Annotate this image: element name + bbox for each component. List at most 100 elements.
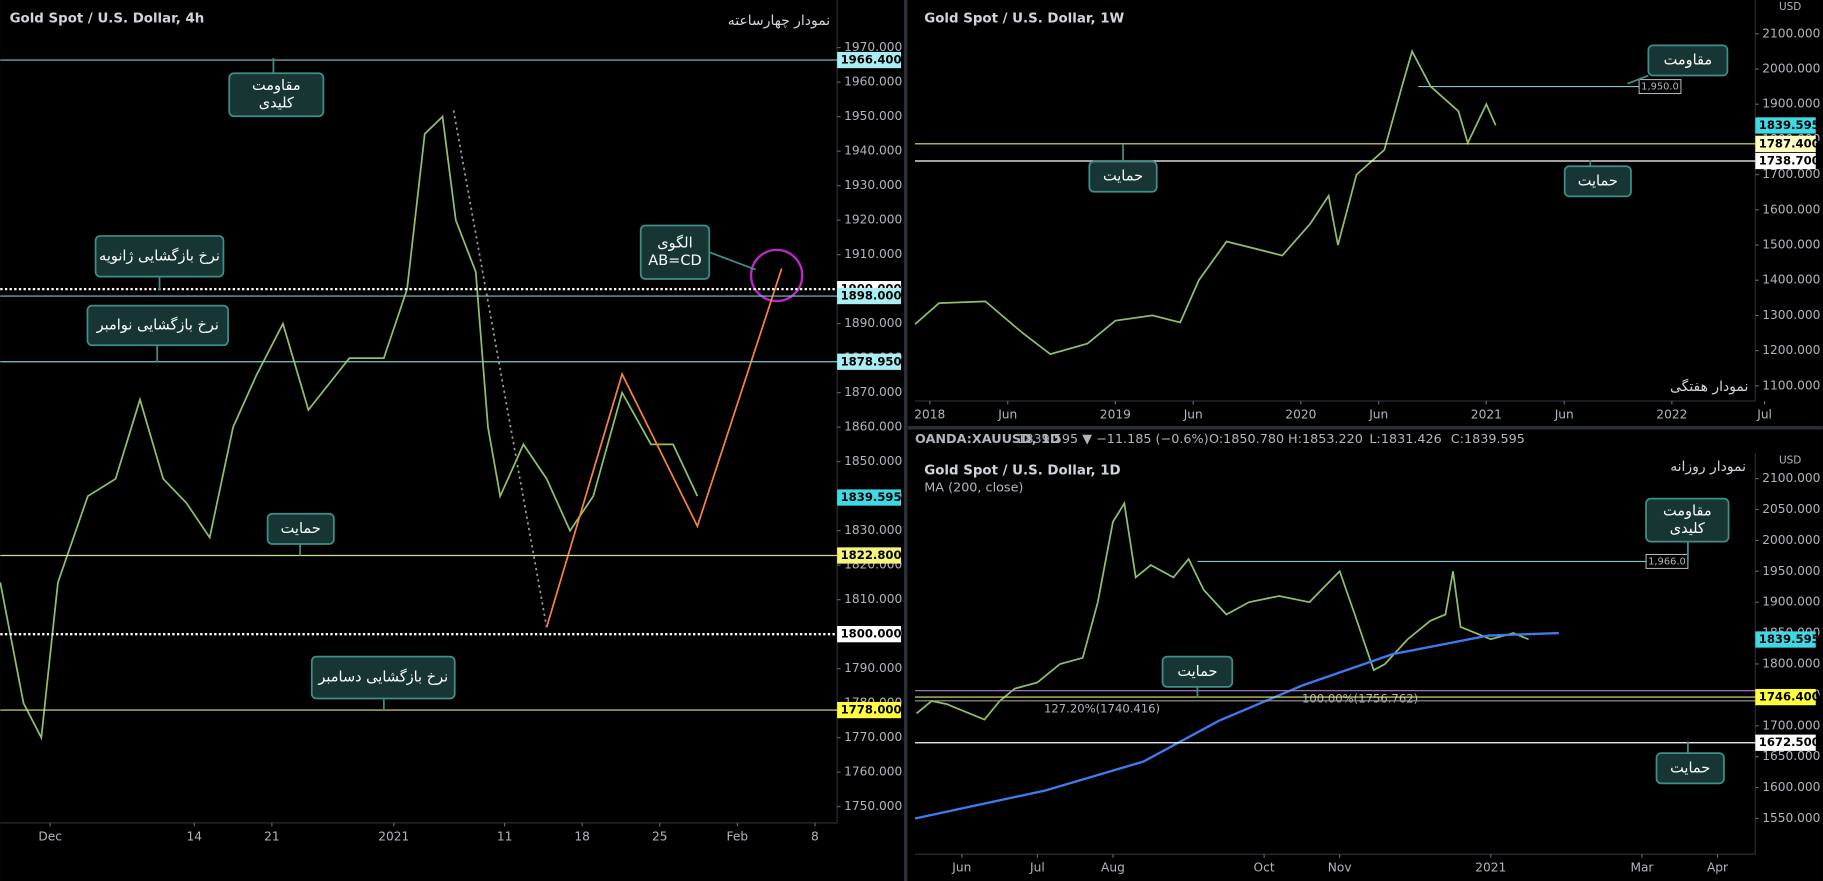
price-badge — [1755, 135, 1816, 152]
y-tick-label: 1770.000 — [844, 730, 902, 744]
callout-text: مقاومت — [252, 78, 301, 94]
y-tick-label: 1750.000 — [844, 799, 902, 813]
x-tick-label: 14 — [186, 829, 202, 843]
callout-box — [86, 304, 229, 347]
x-tick-label: Jun — [1183, 407, 1203, 421]
pattern-circle — [749, 248, 804, 303]
callout-text: الگوی — [657, 234, 692, 251]
y-tick-label: 1870.000 — [844, 385, 902, 399]
callout-box — [1647, 44, 1729, 77]
y-tick-label: 1850.000 — [844, 454, 902, 468]
callout-pointer — [708, 251, 757, 271]
callout-box — [1088, 160, 1158, 193]
y-tick-label: 1300.000 — [1762, 308, 1820, 322]
y-tick-label: 1200.000 — [1762, 343, 1820, 357]
legend-label: MA (200, close) — [924, 481, 1023, 496]
callout-box — [228, 72, 325, 118]
callout-box — [266, 512, 335, 545]
fib-label: 100.00%(1756.762) — [1302, 691, 1418, 705]
price-badge — [1755, 117, 1816, 134]
callout-text: مقاومت — [1664, 52, 1713, 68]
price-badge — [837, 51, 902, 69]
price-line — [452, 110, 548, 628]
y-tick-label: 2050.000 — [1762, 502, 1820, 516]
chart-title: Gold Spot / U.S. Dollar, 1W — [924, 12, 1124, 27]
callout-box — [1655, 752, 1725, 785]
y-tick-label: 1940.000 — [844, 144, 902, 158]
chart-title: Gold Spot / U.S. Dollar, 1D — [924, 464, 1120, 479]
price-badge-label: 1839.595 — [841, 490, 902, 504]
callout-text: نرخ بازگشایی نوامبر — [96, 316, 219, 333]
level-label: 1,950.0 — [1641, 82, 1679, 93]
callout-text: حمایت — [1578, 173, 1618, 189]
x-tick-label: 2020 — [1285, 407, 1316, 421]
y-tick-label: 1600.000 — [1762, 780, 1820, 794]
y-tick-label: 1900.000 — [1762, 97, 1820, 111]
y-tick-label: 1550.000 — [1762, 811, 1820, 825]
callout-text: حمایت — [1670, 760, 1710, 776]
y-tick-label: 1100.000 — [1762, 378, 1820, 392]
x-tick-label: Apr — [1707, 861, 1729, 875]
axis-unit: USD — [1779, 454, 1801, 466]
callout-text: AB=CD — [648, 253, 701, 269]
y-tick-label: 1500.000 — [1762, 238, 1820, 252]
price-badge-label: 1898.000 — [841, 289, 902, 303]
fib-label: 127.20%(1740.416) — [1044, 701, 1160, 715]
callout-box — [94, 235, 225, 278]
y-tick-label: 1830.000 — [844, 523, 902, 537]
callout-pointer — [1627, 74, 1649, 85]
y-tick-label: 1760.000 — [844, 765, 902, 779]
price-badge-label: 1839.595 — [1759, 118, 1820, 132]
x-tick-label: Jul — [1756, 407, 1772, 421]
price-line — [545, 268, 783, 628]
x-tick-label: 11 — [497, 829, 513, 843]
callout-box — [1645, 497, 1730, 543]
x-tick-label: Aug — [1101, 861, 1125, 875]
x-tick-label: 2021 — [378, 829, 409, 843]
x-tick-label: Feb — [727, 829, 749, 843]
x-tick-label: 8 — [811, 829, 819, 843]
x-tick-label: 25 — [652, 829, 668, 843]
x-tick-label: Jun — [1368, 407, 1388, 421]
y-tick-label: 1700.000 — [1762, 718, 1820, 732]
callout-box — [1161, 655, 1234, 688]
x-tick-label: Jul — [1029, 861, 1045, 875]
price-badge — [837, 489, 902, 506]
price-badge-label: 1878.950 — [841, 354, 902, 368]
x-tick-label: 2022 — [1656, 407, 1687, 421]
callout-text: کلیدی — [259, 95, 294, 111]
price-badge-label: 1672.500 — [1759, 735, 1820, 749]
y-tick-label: 2100.000 — [1762, 471, 1820, 485]
y-tick-label: 1790.000 — [844, 661, 902, 675]
y-tick-label: 1920.000 — [844, 213, 902, 227]
price-badge-label: 1746.400 — [1759, 690, 1820, 704]
y-tick-label: 1950.000 — [844, 109, 902, 123]
y-tick-label: 2000.000 — [1762, 533, 1820, 547]
price-badge — [1755, 152, 1816, 170]
callout-text: حمایت — [281, 521, 321, 537]
x-tick-label: 18 — [574, 829, 590, 843]
price-line — [0, 114, 699, 741]
y-tick-label: 1700.000 — [1762, 167, 1820, 181]
price-badge-label: 1800.000 — [841, 627, 902, 641]
price-badge — [837, 353, 902, 370]
callout-box — [639, 224, 711, 280]
x-tick-label: Dec — [38, 829, 62, 843]
y-tick-label: 1650.000 — [1762, 749, 1820, 763]
x-tick-label: Jun — [951, 861, 971, 875]
axis-unit: USD — [1779, 1, 1801, 13]
x-tick-label: Nov — [1328, 861, 1352, 875]
y-tick-label: 1810.000 — [844, 592, 902, 606]
price-badge-label: 1822.800 — [841, 548, 902, 562]
callout-text: حمایت — [1103, 169, 1143, 185]
price-line — [914, 631, 1559, 820]
y-tick-label: 1910.000 — [844, 247, 902, 261]
price-badge-label: 1738.700 — [1759, 153, 1820, 167]
x-tick-label: 2021 — [1471, 407, 1502, 421]
y-tick-label: 1930.000 — [844, 178, 902, 192]
price-badge — [837, 701, 902, 719]
x-tick-label: Mar — [1630, 861, 1654, 875]
symbol-info: H:1853.220 — [1288, 432, 1363, 447]
y-tick-label: 1600.000 — [1762, 202, 1820, 216]
